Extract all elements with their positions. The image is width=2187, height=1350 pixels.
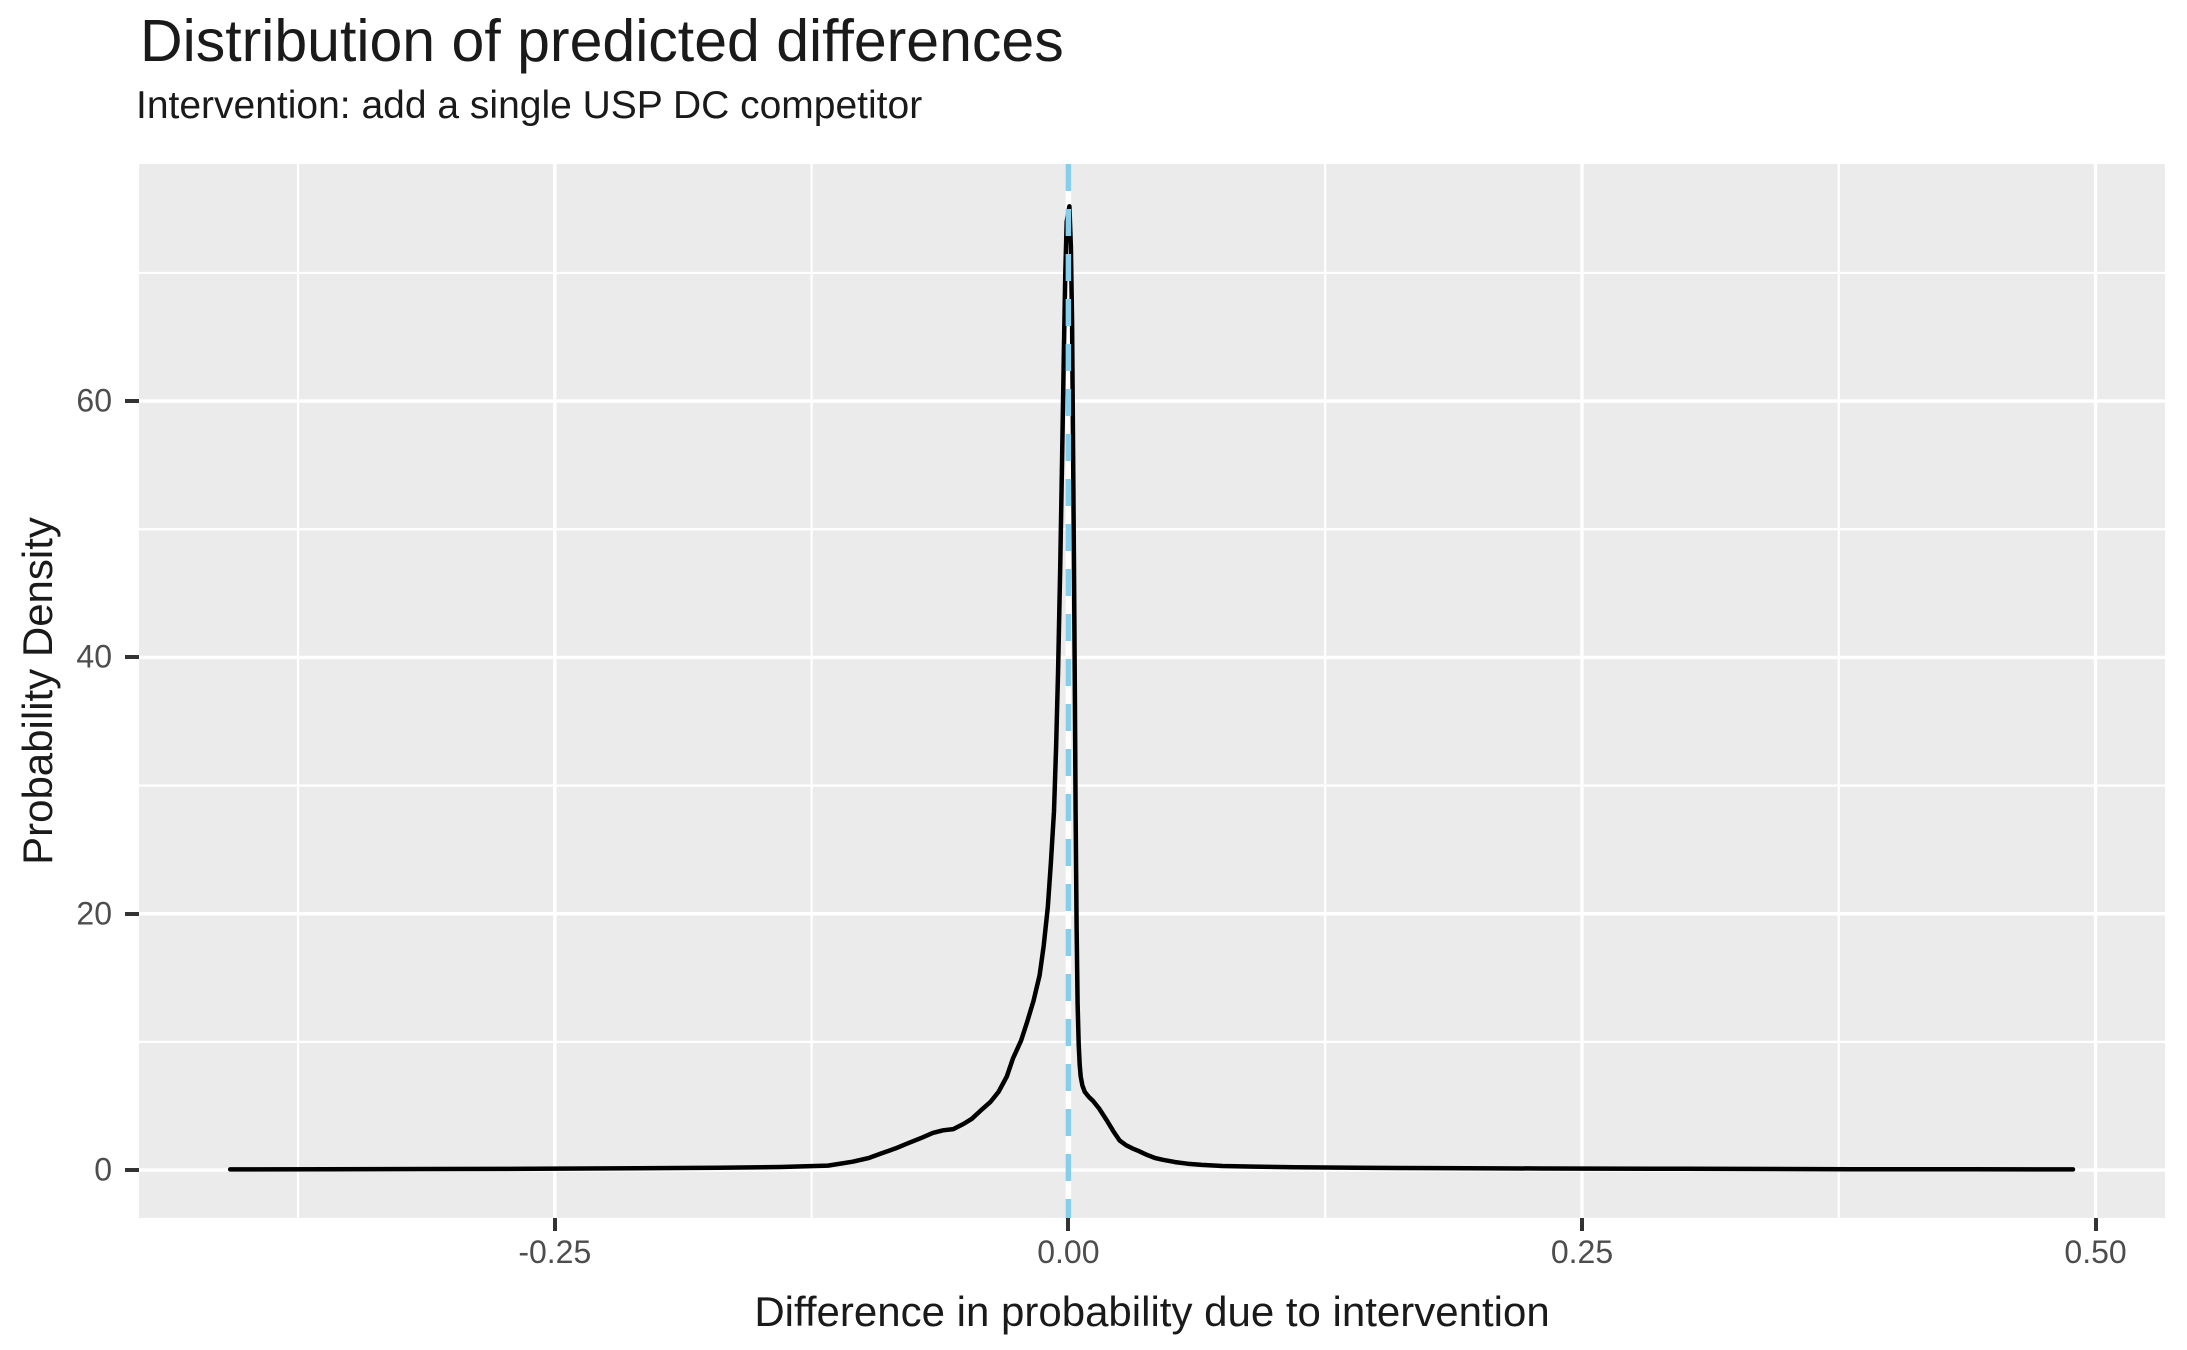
x-axis-title: Difference in probability due to interve… [754,1288,1550,1335]
y-tick-mark [125,1168,139,1173]
x-tick-mark [1066,1218,1071,1231]
y-tick-mark [125,399,139,404]
y-tick-label: 0 [94,1151,112,1188]
plot-title: Distribution of predicted differences [140,8,1064,74]
x-tick-label: 0.00 [1037,1234,1100,1270]
x-tick-label: 0.25 [1550,1234,1614,1270]
y-tick-label: 40 [76,638,112,675]
y-tick-mark [125,911,139,916]
plot-panel [139,164,2165,1218]
x-tick-label: -0.25 [518,1234,592,1270]
density-curve [227,204,2076,1172]
x-tick-mark [2093,1218,2098,1231]
y-tick-label: 20 [76,895,112,932]
x-tick-label: 0.50 [2064,1234,2127,1270]
density-plot-svg [139,164,2165,1218]
y-tick-label: 60 [76,382,112,419]
y-axis-title: Probability Density [14,517,61,865]
y-tick-mark [125,655,139,660]
x-tick-mark [552,1218,557,1231]
x-tick-mark [1579,1218,1584,1231]
plot-subtitle: Intervention: add a single USP DC compet… [136,84,923,127]
